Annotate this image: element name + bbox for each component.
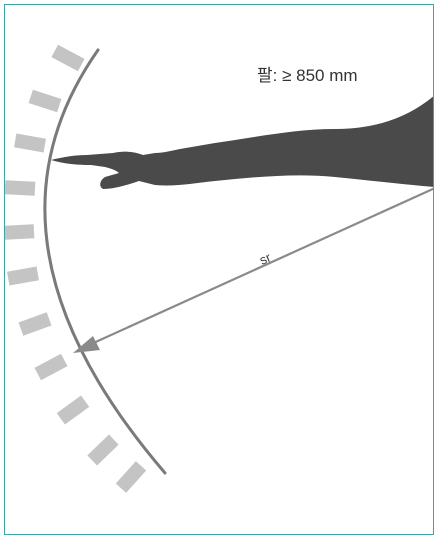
hatch-block [7, 266, 39, 286]
arm-length-label: 팔: ≥ 850 mm [257, 66, 358, 85]
reach-envelope-arc [43, 48, 167, 475]
reach-envelope-hatching [5, 44, 147, 493]
radius-label: sr [257, 249, 274, 267]
hatch-block [28, 89, 62, 113]
hatch-block [51, 44, 85, 72]
hatch-block [5, 180, 36, 196]
hatch-block [18, 312, 52, 336]
hatch-block [14, 133, 46, 153]
hatch-block [5, 224, 35, 240]
radius-line [88, 187, 433, 347]
arm-silhouette [51, 96, 433, 189]
hatch-block [87, 434, 119, 466]
reach-diagram: sr 팔: ≥ 850 mm [5, 44, 433, 493]
diagram-frame: sr 팔: ≥ 850 mm [4, 4, 434, 535]
hatch-block [115, 461, 147, 493]
arrowhead-icon [73, 336, 100, 353]
hatch-block [56, 395, 90, 425]
hatch-block [34, 353, 68, 381]
